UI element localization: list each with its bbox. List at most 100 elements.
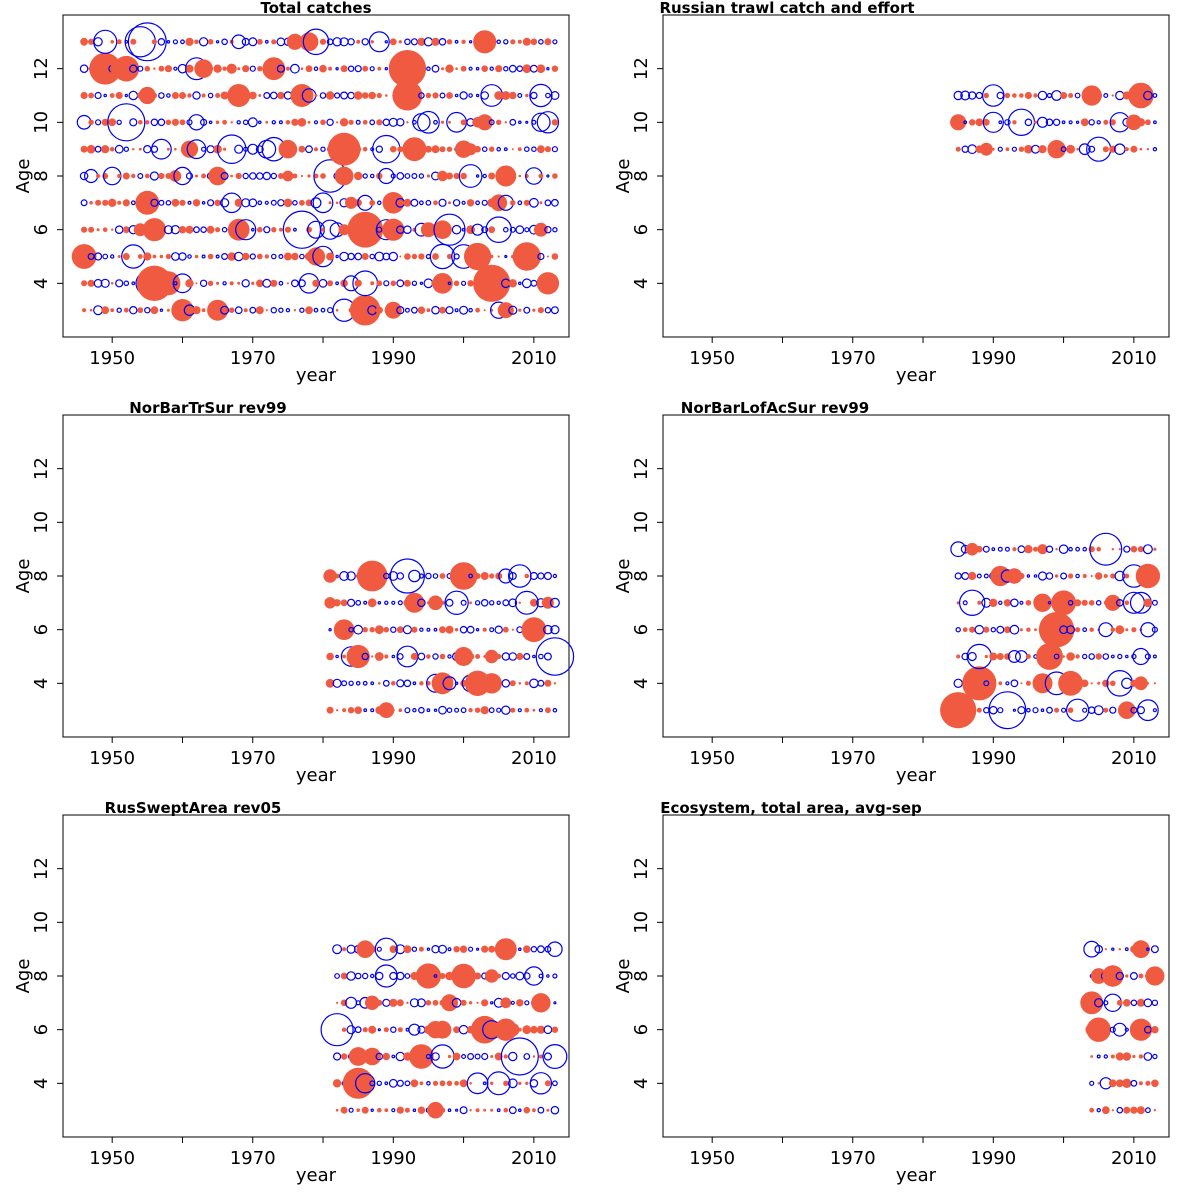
positive-residual-bubble [207,39,214,45]
negative-residual-bubble [426,66,431,72]
negative-residual-bubble [433,974,438,978]
positive-residual-bubble [82,308,87,313]
positive-residual-bubble [460,65,467,72]
negative-residual-bubble [953,90,963,101]
negative-residual-bubble [954,572,962,580]
positive-residual-bubble [451,963,476,989]
positive-residual-bubble [1088,600,1095,606]
negative-residual-bubble [1096,120,1101,125]
positive-residual-bubble [382,218,405,241]
negative-residual-bubble [480,598,489,607]
negative-residual-bubble [374,964,398,988]
positive-residual-bubble [319,38,327,45]
positive-residual-bubble [536,64,546,73]
negative-residual-bubble [471,223,484,236]
positive-residual-bubble [1006,568,1023,584]
plot-frame [662,414,1170,738]
y-tick-label: 10 [31,911,52,934]
positive-residual-bubble [243,308,248,313]
positive-residual-bubble [220,91,229,100]
negative-residual-bubble [390,173,396,179]
positive-residual-bubble [454,647,474,666]
negative-residual-bubble [396,572,405,580]
positive-residual-bubble [512,242,541,271]
positive-residual-bubble [215,93,221,98]
positive-residual-bubble [81,226,88,233]
positive-residual-bubble [446,253,453,260]
negative-residual-bubble [453,253,460,260]
negative-residual-bubble [1037,90,1048,101]
negative-residual-bubble [468,93,473,98]
positive-residual-bubble [420,147,423,151]
positive-residual-bubble [223,147,227,151]
positive-residual-bubble [262,57,286,81]
positive-residual-bubble [166,308,170,312]
positive-residual-bubble [88,119,94,126]
negative-residual-bubble [187,200,192,205]
positive-residual-bubble [992,682,995,685]
positive-residual-bubble [1145,1080,1151,1086]
positive-residual-bubble [1095,653,1102,660]
positive-residual-bubble [454,1080,459,1086]
negative-residual-bubble [278,254,284,260]
negative-residual-bubble [170,252,180,261]
positive-residual-bubble [354,279,362,287]
y-tick-label: 12 [31,857,52,880]
negative-residual-bubble [144,307,151,314]
positive-residual-bubble [156,271,181,296]
positive-residual-bubble [222,119,228,125]
positive-residual-bubble [305,199,313,207]
positive-residual-bubble [532,308,536,312]
positive-residual-bubble [1038,612,1075,648]
negative-residual-bubble [1082,546,1088,552]
negative-residual-bubble [404,973,411,979]
negative-residual-bubble [1088,653,1096,660]
negative-residual-bubble [241,279,250,288]
positive-residual-bubble [179,119,186,126]
negative-residual-bubble [234,144,244,154]
positive-residual-bubble [490,1108,494,1112]
positive-residual-bubble [110,308,115,313]
positive-residual-bubble [979,142,993,156]
negative-residual-bubble [502,226,509,233]
negative-residual-bubble [391,654,396,659]
positive-residual-bubble [1020,682,1023,685]
negative-residual-bubble [411,280,418,286]
negative-residual-bubble [459,305,469,315]
negative-residual-bubble [445,306,454,315]
negative-residual-bubble [375,971,384,981]
positive-residual-bubble [1047,140,1066,159]
positive-residual-bubble [376,119,383,126]
panel-title: Ecosystem, total area, avg-sep [660,799,922,817]
positive-residual-bubble [481,945,489,953]
positive-residual-bubble [1012,120,1017,125]
negative-residual-bubble [433,708,438,712]
negative-residual-bubble [475,93,480,98]
positive-residual-bubble [353,91,363,100]
negative-residual-bubble [529,1079,539,1088]
positive-residual-bubble [1058,670,1083,696]
positive-residual-bubble [1004,92,1011,99]
negative-residual-bubble [374,251,385,262]
negative-residual-bubble [412,708,417,713]
positive-residual-bubble [368,226,376,233]
positive-residual-bubble [1151,1079,1159,1088]
positive-residual-bubble [363,1047,382,1066]
negative-residual-bubble [390,1026,397,1033]
positive-residual-bubble [516,652,524,661]
positive-residual-bubble [1132,1054,1136,1059]
positive-residual-bubble [1033,120,1038,124]
negative-residual-bubble [468,40,473,44]
negative-residual-bubble [496,1108,501,1113]
negative-residual-bubble [412,113,431,132]
negative-residual-bubble [1144,653,1152,660]
negative-residual-bubble [157,37,166,46]
positive-residual-bubble [409,1044,434,1069]
positive-residual-bubble [171,92,179,99]
positive-residual-bubble [227,218,250,241]
negative-residual-bubble [100,278,110,288]
positive-residual-bubble [411,626,418,633]
negative-residual-bubble [1089,532,1123,566]
positive-residual-bubble [1089,627,1094,632]
negative-residual-bubble [438,944,448,954]
